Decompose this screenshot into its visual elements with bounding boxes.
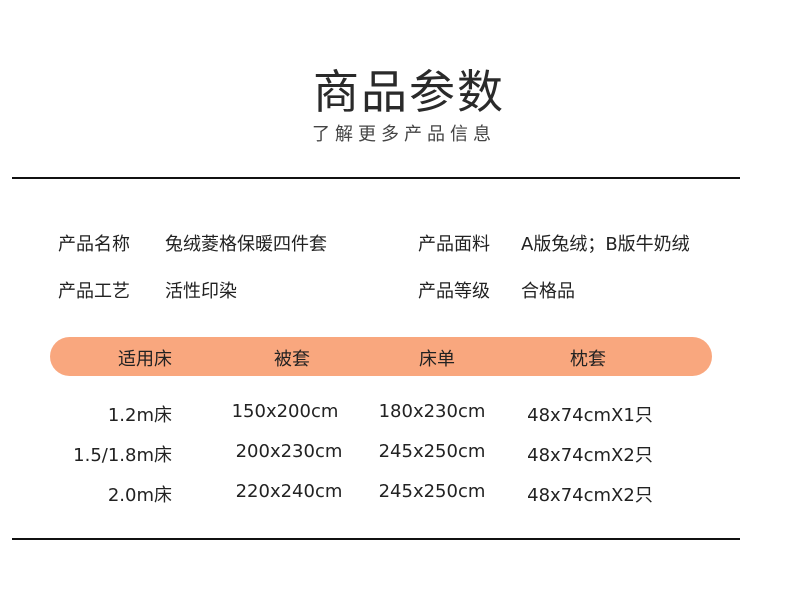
table-cell: 150x200cm bbox=[231, 401, 339, 422]
param-value: 活性印染 bbox=[165, 281, 237, 302]
param-label: 产品名称 bbox=[58, 234, 130, 255]
bottom-divider bbox=[12, 538, 740, 540]
param-value: A版兔绒；B版牛奶绒 bbox=[521, 234, 690, 255]
table-cell: 200x230cm bbox=[235, 441, 343, 462]
param-label: 产品面料 bbox=[418, 234, 490, 255]
table-cell: 180x230cm bbox=[378, 401, 486, 422]
param-label: 产品等级 bbox=[418, 281, 490, 302]
table-cell: 2.0m床 bbox=[107, 485, 172, 506]
table-header-bar bbox=[50, 337, 712, 376]
table-cell: 1.2m床 bbox=[107, 405, 172, 426]
table-cell: 220x240cm bbox=[235, 481, 343, 502]
column-header: 床单 bbox=[419, 349, 455, 370]
table-cell: 245x250cm bbox=[378, 481, 486, 502]
table-cell: 245x250cm bbox=[378, 441, 486, 462]
param-value: 合格品 bbox=[521, 281, 575, 302]
page-subtitle: 了解更多产品信息 bbox=[312, 124, 496, 145]
table-cell: 48x74cmX2只 bbox=[527, 445, 653, 466]
column-header: 适用床 bbox=[118, 349, 172, 370]
param-label: 产品工艺 bbox=[58, 281, 130, 302]
top-divider bbox=[12, 177, 740, 179]
table-cell: 1.5/1.8m床 bbox=[73, 445, 172, 466]
column-header: 枕套 bbox=[570, 349, 606, 370]
column-header: 被套 bbox=[274, 349, 310, 370]
param-value: 兔绒菱格保暖四件套 bbox=[165, 234, 327, 255]
table-cell: 48x74cmX2只 bbox=[527, 485, 653, 506]
page-title: 商品参数 bbox=[313, 65, 505, 119]
table-cell: 48x74cmX1只 bbox=[527, 405, 653, 426]
